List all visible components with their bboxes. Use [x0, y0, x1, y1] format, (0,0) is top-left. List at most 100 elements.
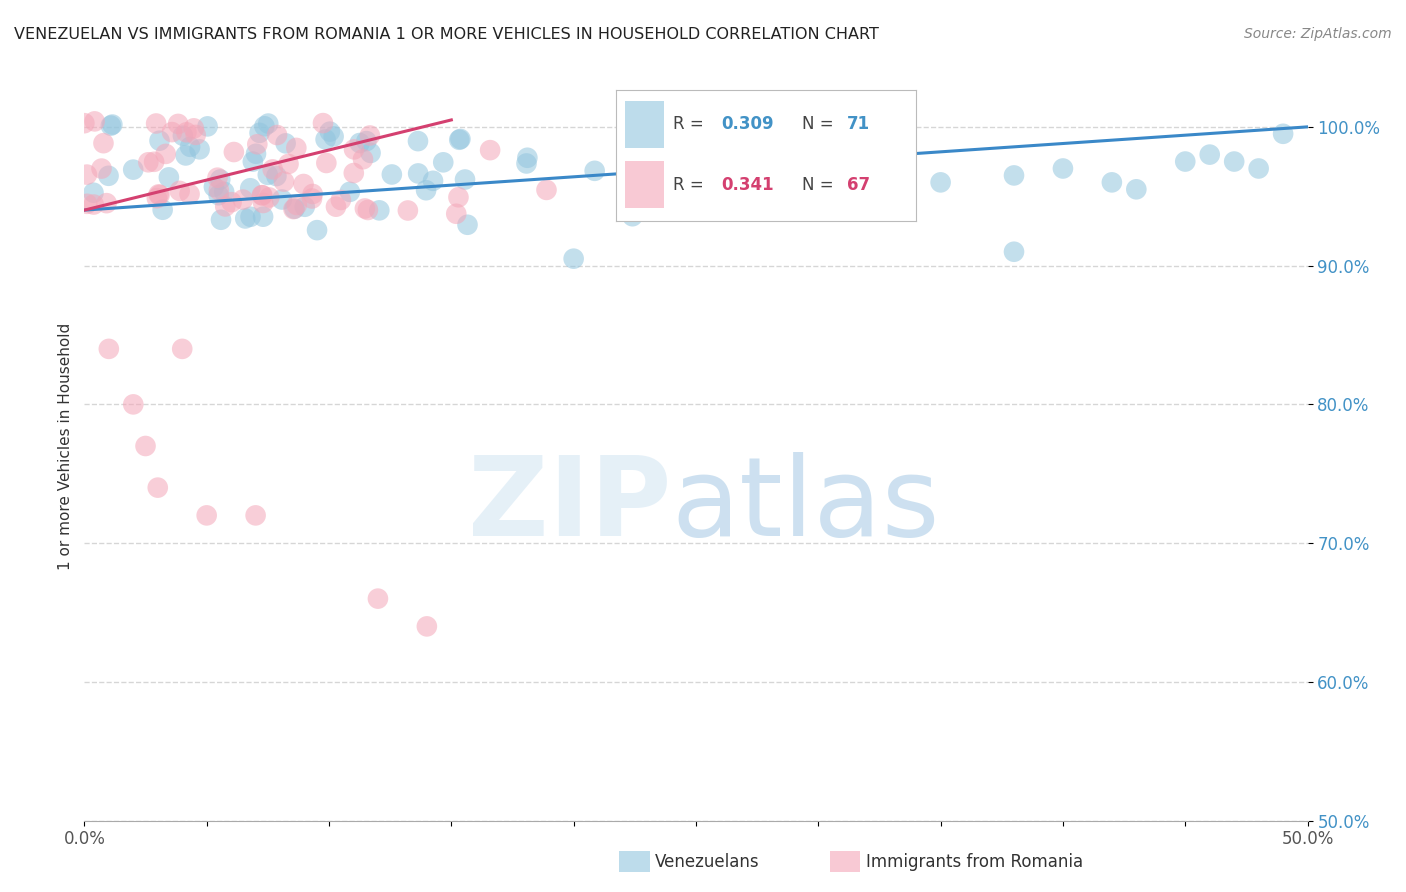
Point — [172, 128, 194, 143]
Point — [283, 202, 305, 216]
Point — [396, 203, 419, 218]
Text: VENEZUELAN VS IMMIGRANTS FROM ROMANIA 1 OR MORE VEHICLES IN HOUSEHOLD CORRELATIO: VENEZUELAN VS IMMIGRANTS FROM ROMANIA 1 … — [14, 27, 879, 42]
Point — [446, 207, 468, 221]
Point — [146, 191, 169, 205]
Point — [319, 125, 342, 139]
Point — [856, 182, 879, 196]
Point — [122, 397, 145, 411]
Point — [197, 120, 219, 134]
Point — [929, 175, 952, 189]
Point — [325, 200, 347, 214]
Point — [349, 136, 371, 150]
Point — [83, 197, 105, 211]
Point — [214, 199, 236, 213]
Point — [148, 134, 170, 148]
Point — [343, 166, 366, 180]
Point — [174, 148, 197, 162]
Point — [100, 119, 122, 133]
Point — [207, 170, 229, 185]
Point — [253, 120, 276, 134]
Point — [1247, 161, 1270, 176]
Point — [343, 142, 366, 156]
Point — [354, 202, 377, 216]
Point — [516, 151, 538, 165]
Point — [157, 170, 180, 185]
Point — [96, 196, 118, 211]
Point — [315, 156, 337, 170]
Point — [422, 174, 444, 188]
Point — [406, 134, 429, 148]
Point — [329, 193, 352, 207]
Point — [457, 218, 479, 232]
Point — [536, 183, 558, 197]
Point — [1223, 154, 1246, 169]
Point — [97, 169, 120, 183]
Point — [135, 439, 157, 453]
Point — [76, 168, 98, 182]
Point — [252, 188, 274, 202]
Point — [1002, 169, 1025, 183]
Point — [315, 132, 337, 146]
Point — [454, 172, 477, 186]
Point — [1272, 127, 1295, 141]
Point — [312, 116, 335, 130]
Point — [146, 481, 169, 495]
Point — [1101, 175, 1123, 189]
Point — [82, 186, 104, 200]
Point — [155, 147, 177, 161]
Point — [352, 153, 374, 167]
Point — [447, 190, 470, 204]
Point — [1198, 147, 1220, 161]
Point — [183, 121, 205, 136]
Point — [285, 141, 308, 155]
Point — [285, 198, 308, 212]
Point — [515, 156, 537, 170]
Point — [209, 172, 232, 186]
Point — [359, 128, 381, 143]
Point — [406, 166, 429, 180]
Point — [212, 185, 235, 199]
Point — [301, 192, 323, 206]
Point — [246, 137, 269, 152]
Point — [172, 342, 194, 356]
Point — [271, 193, 294, 207]
Point — [367, 591, 389, 606]
Point — [209, 212, 232, 227]
Text: Source: ZipAtlas.com: Source: ZipAtlas.com — [1244, 27, 1392, 41]
Point — [93, 136, 115, 151]
Point — [648, 178, 671, 192]
Point — [143, 154, 166, 169]
Point — [184, 128, 207, 142]
Text: ZIP: ZIP — [468, 452, 672, 559]
Point — [249, 126, 271, 140]
Point — [207, 188, 229, 202]
Point — [136, 155, 159, 169]
Point — [636, 143, 658, 157]
Point — [292, 177, 315, 191]
Point — [169, 184, 191, 198]
Point — [252, 210, 274, 224]
Point — [1052, 161, 1074, 176]
Point — [368, 203, 391, 218]
Point — [73, 116, 96, 130]
Point — [145, 116, 167, 130]
Point — [259, 190, 281, 204]
Point — [749, 139, 772, 153]
Point — [242, 154, 264, 169]
Point — [179, 187, 201, 202]
Point — [179, 140, 201, 154]
Text: Immigrants from Romania: Immigrants from Romania — [866, 853, 1083, 871]
Point — [360, 145, 382, 160]
Point — [202, 179, 225, 194]
Point — [356, 134, 378, 148]
Point — [357, 202, 380, 217]
Point — [1125, 182, 1147, 196]
Point — [415, 183, 437, 197]
Point — [1002, 244, 1025, 259]
Point — [479, 143, 502, 157]
Point — [76, 196, 98, 211]
Point — [266, 128, 288, 142]
Point — [381, 168, 404, 182]
Point — [257, 117, 280, 131]
Point — [195, 508, 218, 523]
